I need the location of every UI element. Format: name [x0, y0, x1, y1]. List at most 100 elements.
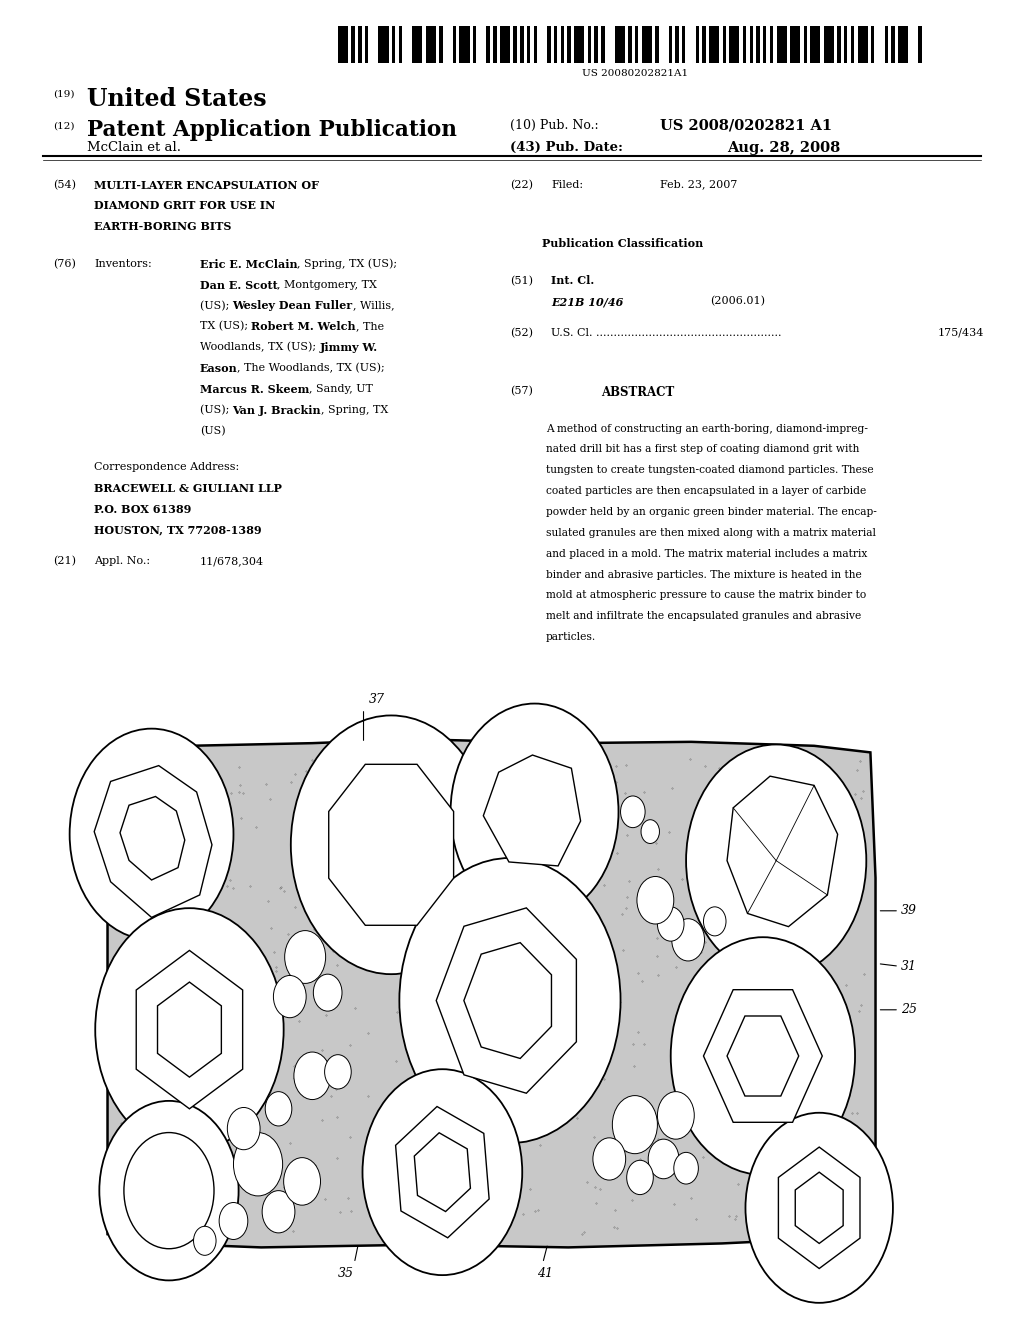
Bar	[729, 26, 739, 63]
Bar	[804, 26, 807, 63]
Bar	[520, 26, 523, 63]
Bar	[824, 26, 834, 63]
Text: (19): (19)	[53, 90, 75, 99]
Text: Robert M. Welch: Robert M. Welch	[251, 321, 356, 333]
Circle shape	[273, 975, 306, 1018]
Polygon shape	[483, 755, 581, 866]
Text: 39: 39	[901, 904, 918, 917]
Bar	[588, 26, 591, 63]
Bar	[776, 26, 786, 63]
Text: Wesley Dean Fuller: Wesley Dean Fuller	[232, 301, 352, 312]
Circle shape	[265, 1092, 292, 1126]
Circle shape	[674, 1152, 698, 1184]
Text: powder held by an organic green binder material. The encap-: powder held by an organic green binder m…	[546, 507, 877, 517]
Text: (52): (52)	[510, 327, 532, 338]
Bar	[810, 26, 820, 63]
Polygon shape	[727, 776, 838, 927]
Circle shape	[219, 1203, 248, 1239]
Text: (51): (51)	[510, 276, 532, 285]
Text: 35: 35	[338, 1267, 354, 1280]
Bar	[486, 26, 489, 63]
Bar	[561, 26, 564, 63]
Circle shape	[294, 1052, 331, 1100]
Bar	[742, 26, 746, 63]
Bar	[547, 26, 551, 63]
Text: Eric E. McClain: Eric E. McClain	[200, 259, 297, 269]
Polygon shape	[703, 990, 822, 1122]
Text: particles.: particles.	[546, 632, 596, 642]
Bar	[723, 26, 726, 63]
Text: Jimmy W.: Jimmy W.	[319, 342, 378, 354]
Bar	[554, 26, 557, 63]
Bar	[871, 26, 874, 63]
Text: melt and infiltrate the encapsulated granules and abrasive: melt and infiltrate the encapsulated gra…	[546, 611, 861, 622]
Text: EARTH-BORING BITS: EARTH-BORING BITS	[94, 222, 231, 232]
Bar	[439, 26, 442, 63]
Text: 25: 25	[901, 1003, 918, 1016]
Text: Dan E. Scott: Dan E. Scott	[200, 280, 278, 290]
Text: (US);: (US);	[200, 405, 232, 414]
Text: (57): (57)	[510, 385, 532, 396]
Polygon shape	[395, 1106, 489, 1238]
Circle shape	[657, 1092, 694, 1139]
Polygon shape	[108, 739, 876, 1247]
Text: sulated granules are then mixed along with a matrix material: sulated granules are then mixed along wi…	[546, 528, 876, 537]
Text: Aug. 28, 2008: Aug. 28, 2008	[727, 141, 841, 156]
Polygon shape	[94, 766, 212, 917]
Circle shape	[124, 1133, 214, 1249]
Text: US 2008/0202821 A1: US 2008/0202821 A1	[660, 119, 833, 133]
Circle shape	[99, 1101, 239, 1280]
Bar	[351, 26, 354, 63]
Bar	[757, 26, 760, 63]
Polygon shape	[415, 1133, 470, 1212]
Bar	[412, 26, 422, 63]
Circle shape	[686, 744, 866, 977]
Text: United States: United States	[87, 87, 266, 111]
Text: Int. Cl.: Int. Cl.	[551, 276, 594, 286]
Text: 37: 37	[369, 693, 385, 706]
Bar	[919, 26, 922, 63]
Text: Correspondence Address:: Correspondence Address:	[94, 462, 240, 473]
Text: (12): (12)	[53, 121, 75, 131]
Bar	[614, 26, 625, 63]
Text: (22): (22)	[510, 180, 532, 190]
Circle shape	[627, 1160, 653, 1195]
Circle shape	[703, 907, 726, 936]
Circle shape	[325, 1055, 351, 1089]
Text: Publication Classification: Publication Classification	[542, 238, 703, 249]
Circle shape	[194, 1226, 216, 1255]
Circle shape	[671, 937, 855, 1175]
Text: (54): (54)	[53, 180, 76, 190]
Text: , The Woodlands, TX (US);: , The Woodlands, TX (US);	[238, 363, 385, 374]
Circle shape	[399, 858, 621, 1143]
Bar	[567, 26, 570, 63]
Text: , Montgomery, TX: , Montgomery, TX	[278, 280, 377, 289]
Bar	[513, 26, 517, 63]
Circle shape	[70, 729, 233, 940]
Bar	[453, 26, 456, 63]
Text: ABSTRACT: ABSTRACT	[601, 385, 675, 399]
Bar	[398, 26, 402, 63]
Text: 175/434: 175/434	[938, 327, 984, 338]
Bar	[838, 26, 841, 63]
Polygon shape	[158, 982, 221, 1077]
Bar	[628, 26, 632, 63]
Text: E21B 10/46: E21B 10/46	[551, 296, 624, 308]
Bar	[601, 26, 604, 63]
Text: and placed in a mold. The matrix material includes a matrix: and placed in a mold. The matrix materia…	[546, 549, 867, 558]
Bar	[635, 26, 638, 63]
Bar	[763, 26, 767, 63]
Bar	[365, 26, 369, 63]
Text: Marcus R. Skeem: Marcus R. Skeem	[200, 384, 309, 395]
Circle shape	[648, 1139, 679, 1179]
Bar	[527, 26, 530, 63]
Text: Feb. 23, 2007: Feb. 23, 2007	[660, 180, 738, 190]
Text: (21): (21)	[53, 556, 76, 566]
Bar	[338, 26, 348, 63]
Bar	[392, 26, 395, 63]
Polygon shape	[796, 1172, 843, 1243]
Bar	[460, 26, 470, 63]
Text: coated particles are then encapsulated in a layer of carbide: coated particles are then encapsulated i…	[546, 486, 866, 496]
Bar	[891, 26, 895, 63]
Text: Inventors:: Inventors:	[94, 259, 152, 269]
